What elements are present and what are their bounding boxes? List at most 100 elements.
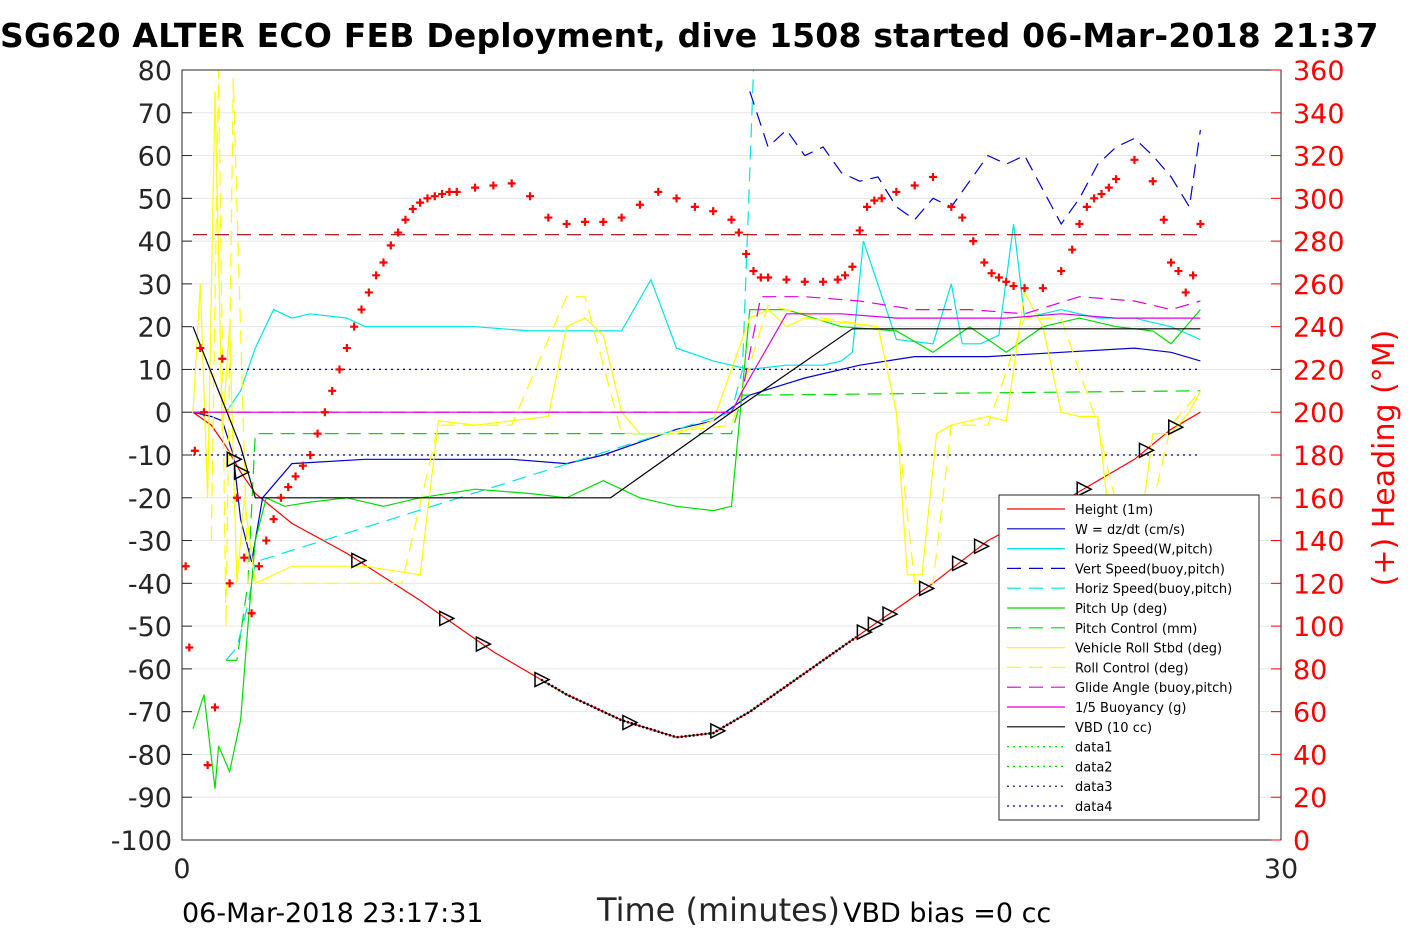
legend-label: data3: [1075, 780, 1113, 795]
heading-point: [416, 198, 425, 207]
profile-marker: [856, 623, 874, 641]
legend-label: Horiz Speed(buoy,pitch): [1075, 582, 1232, 597]
heading-point: [969, 237, 978, 246]
right-tick-label: 260: [1293, 270, 1345, 301]
profile-marker: [882, 605, 899, 623]
heading-point: [764, 273, 773, 282]
heading-point: [199, 408, 208, 417]
legend-item-11: VBD (10 cc): [1007, 721, 1152, 736]
profile-marker: [226, 451, 243, 468]
left-tick-label: 60: [138, 142, 172, 173]
heading-point: [298, 461, 307, 470]
legend-label: Vehicle Roll Stbd (deg): [1075, 642, 1222, 657]
heading-point: [562, 220, 571, 228]
legend-label: VBD (10 cc): [1075, 721, 1152, 736]
series-line-3: [749, 91, 1201, 226]
profile-marker: [973, 538, 991, 555]
right-tick-label: 220: [1293, 355, 1345, 386]
legend-item-10: 1/5 Buoyancy (g): [1007, 701, 1186, 716]
heading-point: [1189, 271, 1198, 280]
legend-item-3: Vert Speed(buoy,pitch): [1007, 562, 1225, 577]
heading-point: [980, 258, 989, 267]
footer-vbd-bias: VBD bias =0 cc: [843, 898, 1052, 929]
heading-point: [544, 213, 553, 222]
legend-label: Roll Control (deg): [1075, 661, 1189, 676]
heading-point: [372, 271, 381, 280]
legend-label: Pitch Control (mm): [1075, 622, 1197, 637]
heading-point: [782, 275, 791, 284]
heading-point: [1097, 190, 1106, 199]
left-tick-label: -70: [128, 698, 172, 729]
heading-point: [1075, 220, 1084, 228]
x-tick-label: 0: [173, 854, 190, 885]
right-tick-label: 40: [1293, 740, 1327, 771]
heading-point: [734, 228, 743, 237]
left-tick-label: 0: [155, 398, 172, 429]
series-line-4: [225, 69, 755, 661]
heading-point: [994, 273, 1003, 282]
heading-point: [727, 215, 736, 224]
heading-point: [225, 579, 234, 588]
right-tick-label: 60: [1293, 698, 1327, 729]
legend-item-9: Glide Angle (buoy,pitch): [1007, 681, 1233, 696]
right-tick-label: 140: [1293, 527, 1345, 558]
legend-item-4: Horiz Speed(buoy,pitch): [1007, 582, 1232, 597]
heading-point: [833, 275, 842, 284]
heading-point: [254, 562, 263, 571]
left-axis-ticks: 80 70 60 50 40 30 20 10 0 -10 -20 -30 -40 -50 -60 -70 -8…: [111, 56, 192, 857]
heading-point: [1112, 175, 1121, 184]
heading-point: [507, 179, 516, 188]
series-line-1: [192, 347, 1201, 563]
legend-item-8: Roll Control (deg): [1007, 661, 1189, 676]
left-tick-label: 70: [138, 99, 172, 130]
left-tick-label: -100: [111, 826, 172, 857]
heading-point: [1104, 183, 1113, 192]
series-line-10: [193, 313, 1201, 413]
heading-point: [928, 172, 937, 181]
heading-point: [742, 249, 751, 258]
heading-point: [401, 215, 410, 224]
heading-point: [863, 202, 872, 211]
heading-point: [1082, 202, 1091, 211]
heading-point: [841, 271, 850, 280]
heading-point: [1002, 277, 1011, 286]
heading-point: [870, 196, 879, 205]
legend-item-15: data4: [1007, 800, 1113, 815]
heading-point: [855, 226, 864, 235]
heading-point: [394, 228, 403, 237]
heading-point: [452, 187, 461, 196]
heading-point: [877, 194, 886, 203]
heading-point: [1057, 267, 1066, 276]
heading-point: [386, 241, 395, 250]
right-tick-label: 0: [1293, 826, 1310, 857]
profile-marker: [622, 714, 639, 731]
heading-point: [749, 267, 758, 276]
heading-point: [617, 213, 626, 222]
heading-point: [1148, 177, 1157, 186]
heading-point: [1196, 220, 1205, 228]
right-tick-label: 180: [1293, 441, 1345, 472]
left-tick-label: -10: [128, 441, 172, 472]
heading-point: [654, 187, 663, 196]
heading-point: [672, 194, 681, 203]
legend-label: Horiz Speed(W,pitch): [1075, 543, 1213, 558]
heading-point: [756, 273, 765, 282]
profile-marker: [475, 635, 493, 653]
heading-point: [526, 192, 535, 201]
legend-label: 1/5 Buoyancy (g): [1075, 701, 1186, 716]
profile-marker: [439, 610, 456, 627]
heading-point: [1020, 284, 1029, 293]
x-tick-label: 30: [1264, 854, 1298, 885]
heading-point: [1174, 267, 1183, 276]
heading-point: [247, 609, 256, 618]
heading-point: [438, 190, 447, 199]
right-tick-label: 340: [1293, 99, 1345, 130]
heading-layer: [181, 155, 1205, 770]
profile-marker: [1138, 442, 1156, 459]
heading-point: [342, 344, 351, 353]
series-line-11: [192, 326, 1201, 499]
heading-point: [218, 354, 227, 363]
right-tick-label: 320: [1293, 142, 1345, 173]
right-tick-label: 240: [1293, 313, 1345, 344]
